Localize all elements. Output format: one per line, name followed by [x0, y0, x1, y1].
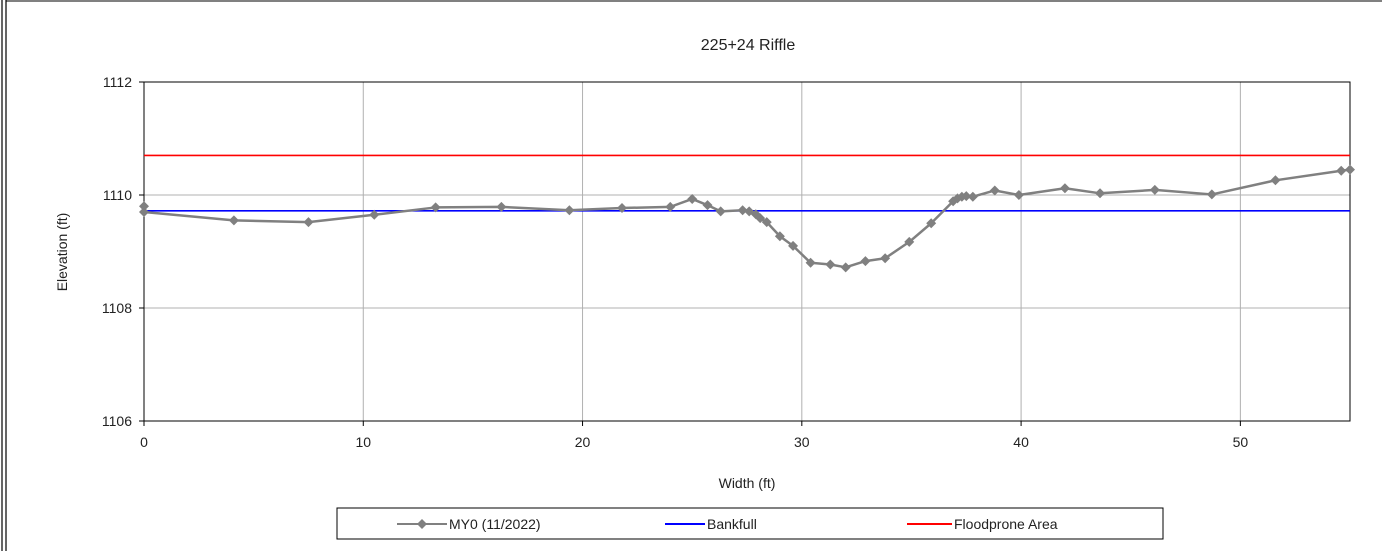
- y-axis: 1106 1108 1110 1112: [102, 74, 144, 429]
- data-point: [840, 262, 851, 273]
- data-point: [369, 209, 380, 220]
- legend-entry: Bankfull: [707, 516, 757, 532]
- y-axis-label: Elevation (ft): [54, 213, 70, 292]
- x-axis-label: Width (ft): [719, 475, 776, 491]
- data-point: [564, 205, 575, 216]
- data-point: [1013, 190, 1024, 200]
- data-point: [880, 253, 891, 264]
- data-point: [1270, 175, 1281, 186]
- y-tick-label: 1106: [102, 413, 132, 429]
- data-point: [665, 201, 676, 212]
- legend-entry: Floodprone Area: [954, 516, 1058, 532]
- data-point: [687, 193, 698, 204]
- data-point: [825, 259, 836, 270]
- data-point: [1095, 188, 1106, 199]
- x-tick-label: 0: [140, 434, 148, 450]
- data-point: [1336, 165, 1347, 176]
- y-tick-label: 1108: [102, 300, 132, 316]
- data-point: [228, 215, 239, 226]
- data-point: [904, 236, 915, 247]
- series-layer: [139, 154, 1355, 273]
- data-point: [1206, 189, 1217, 200]
- series-line: [142, 168, 1351, 269]
- data-point: [805, 257, 816, 268]
- data-point: [1059, 183, 1070, 194]
- data-point: [967, 191, 978, 202]
- x-tick-label: 10: [355, 434, 371, 450]
- data-point: [139, 201, 149, 212]
- series-my0-11-2022: [139, 164, 1355, 273]
- chart-title: 225+24 Riffle: [701, 37, 796, 54]
- data-point: [860, 256, 871, 267]
- data-point: [303, 217, 314, 228]
- legend-box: [336, 507, 1164, 540]
- data-point: [989, 185, 1000, 196]
- data-point: [1345, 164, 1355, 175]
- data-point: [761, 217, 772, 228]
- x-tick-label: 40: [1013, 434, 1029, 450]
- x-axis: 0 10 20 30 40 50: [140, 421, 1248, 450]
- data-point: [755, 213, 766, 224]
- legend: MY0 (11/2022) Bankfull Floodprone Area: [336, 507, 1164, 540]
- y-tick-label: 1110: [103, 187, 132, 203]
- data-point: [496, 201, 507, 212]
- data-point: [139, 206, 149, 217]
- data-point: [788, 240, 799, 251]
- plot-area-border: [143, 81, 1351, 422]
- data-point: [702, 200, 713, 211]
- x-tick-label: 20: [575, 434, 591, 450]
- data-point: [774, 231, 785, 242]
- x-tick-label: 50: [1233, 434, 1249, 450]
- legend-marker: [417, 519, 427, 529]
- legend-entry: MY0 (11/2022): [449, 516, 541, 532]
- data-point: [961, 191, 972, 202]
- x-tick-label: 30: [794, 434, 810, 450]
- data-point: [737, 205, 748, 216]
- data-point: [1149, 184, 1160, 195]
- data-point: [715, 206, 726, 217]
- data-point: [430, 202, 441, 213]
- data-point: [617, 202, 628, 213]
- y-tick-label: 1112: [103, 74, 132, 90]
- data-point: [926, 218, 937, 229]
- grid-lines: [143, 81, 1350, 422]
